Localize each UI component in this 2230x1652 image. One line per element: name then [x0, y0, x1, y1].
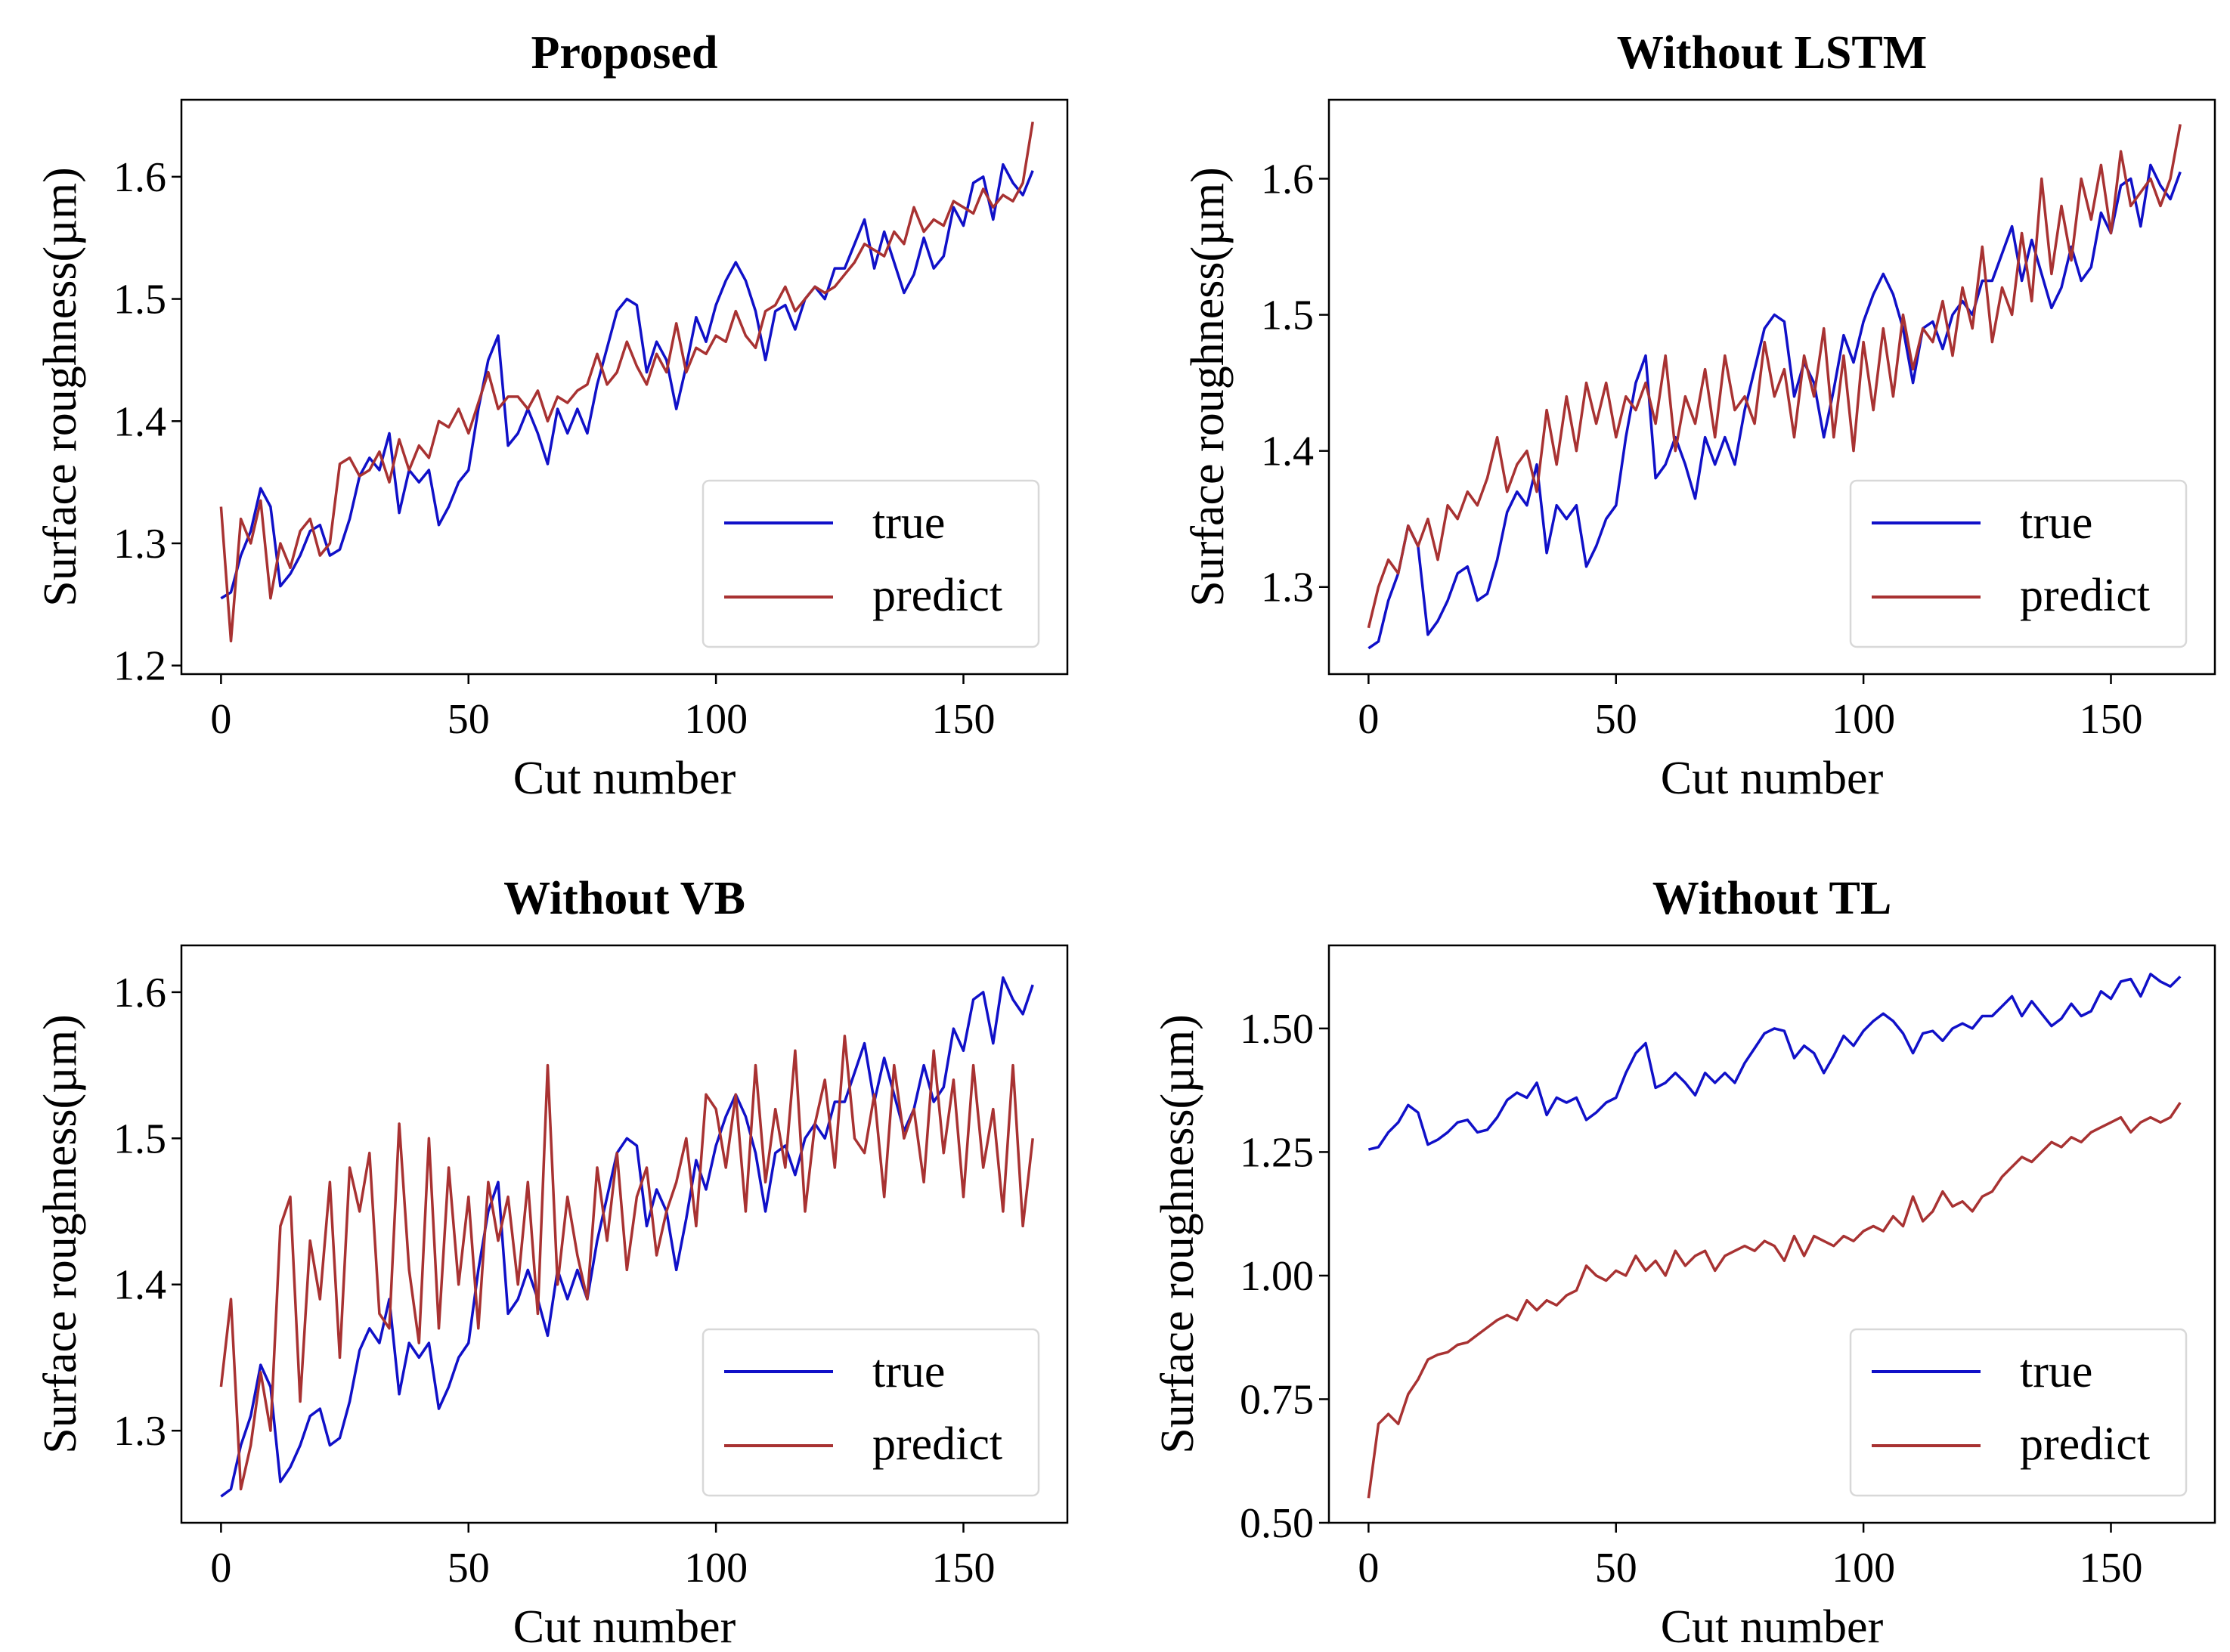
series-true-line — [220, 162, 1034, 600]
y-tick-label: 1.00 — [1240, 1253, 1314, 1300]
x-tick-label: 150 — [2080, 696, 2143, 743]
chart-title: Without TL — [1652, 873, 1891, 924]
legend-true-label: true — [2020, 1346, 2092, 1397]
chart-title: Without VB — [503, 873, 745, 924]
series-predict-line — [1367, 124, 2182, 629]
legend-predict-label: predict — [872, 570, 1002, 621]
y-tick-label: 1.3 — [1261, 565, 1314, 611]
series-true-line — [220, 976, 1034, 1498]
x-tick-label: 50 — [448, 696, 490, 743]
y-tick-label: 1.50 — [1240, 1006, 1314, 1053]
legend-true-label: true — [872, 1346, 945, 1397]
legend-box — [1849, 1328, 2188, 1497]
axes-frame — [1327, 98, 2216, 676]
legend-predict-label: predict — [2020, 1418, 2150, 1470]
y-tick-label: 1.5 — [113, 1115, 166, 1162]
y-tick-label: 1.4 — [113, 1262, 166, 1309]
y-tick-label: 1.6 — [113, 154, 166, 201]
y-tick-label: 0.75 — [1240, 1376, 1314, 1423]
legend-box — [1849, 479, 2188, 648]
panel-without-vb: Without VB Cut number Surface roughness(µm… — [35, 873, 1069, 1652]
axes-frame — [1327, 944, 2216, 1524]
x-axis-label: Cut number — [1661, 753, 1884, 804]
panel-without-tl: Without TL Cut number Surface roughness(µm… — [1152, 873, 2216, 1652]
x-tick-label: 150 — [932, 1545, 996, 1592]
y-tick-label: 1.5 — [1261, 292, 1314, 339]
legend: true predict — [1849, 1328, 2188, 1497]
legend-predict-label: predict — [872, 1418, 1002, 1470]
series-true-line — [1367, 973, 2182, 1151]
x-tick-label: 100 — [684, 696, 748, 743]
legend: true predict — [1849, 479, 2188, 648]
x-tick-label: 0 — [1358, 696, 1379, 743]
x-tick-label: 150 — [932, 696, 996, 743]
legend-predict-label: predict — [2020, 570, 2150, 621]
x-tick-label: 50 — [448, 1545, 490, 1592]
y-axis-label: Surface roughness(µm) — [1182, 167, 1234, 607]
y-tick-label: 1.6 — [113, 970, 166, 1016]
legend: true predict — [702, 479, 1040, 648]
y-axis-label: Surface roughness(µm) — [35, 1014, 86, 1454]
axes-frame — [180, 98, 1069, 676]
x-tick-label: 0 — [210, 696, 231, 743]
x-tick-label: 100 — [684, 1545, 748, 1592]
y-tick-label: 1.2 — [113, 643, 166, 690]
y-tick-label: 1.4 — [113, 398, 166, 445]
x-tick-label: 100 — [1832, 1545, 1895, 1592]
y-tick-label: 1.3 — [113, 1408, 166, 1455]
series-predict-line — [219, 121, 1034, 643]
x-axis-label: Cut number — [1661, 1601, 1884, 1652]
y-tick-label: 1.6 — [1261, 156, 1314, 203]
y-tick-label: 1.3 — [113, 521, 166, 568]
x-tick-label: 50 — [1595, 1545, 1637, 1592]
series-predict-line — [1367, 1102, 2182, 1499]
series-true-line — [1367, 163, 2182, 650]
panel-without-lstm: Without LSTM Cut number Surface roughness(… — [1182, 27, 2216, 804]
legend-box — [702, 1328, 1040, 1497]
y-tick-label: 1.25 — [1240, 1129, 1314, 1176]
panel-proposed: Proposed Cut number Surface roughness(µm) 0… — [35, 27, 1069, 804]
y-axis-label: Surface roughness(µm) — [35, 167, 86, 607]
x-tick-label: 0 — [1358, 1545, 1379, 1592]
x-tick-label: 100 — [1832, 696, 1895, 743]
x-axis-label: Cut number — [513, 753, 736, 804]
axes-frame — [180, 944, 1069, 1524]
legend-true-label: true — [2020, 497, 2092, 549]
y-axis-label: Surface roughness(µm) — [1152, 1014, 1203, 1454]
y-tick-label: 1.4 — [1261, 428, 1314, 475]
legend-true-label: true — [872, 497, 945, 549]
chart-title: Proposed — [531, 27, 718, 79]
x-axis-label: Cut number — [513, 1601, 736, 1652]
x-tick-label: 150 — [2080, 1545, 2143, 1592]
chart-title: Without LSTM — [1617, 27, 1928, 79]
series-predict-line — [219, 1035, 1034, 1491]
y-tick-label: 1.5 — [113, 277, 166, 323]
x-tick-label: 50 — [1595, 696, 1637, 743]
x-tick-label: 0 — [210, 1545, 231, 1592]
y-tick-label: 0.50 — [1240, 1500, 1314, 1547]
legend-box — [702, 479, 1040, 648]
legend: true predict — [702, 1328, 1040, 1497]
